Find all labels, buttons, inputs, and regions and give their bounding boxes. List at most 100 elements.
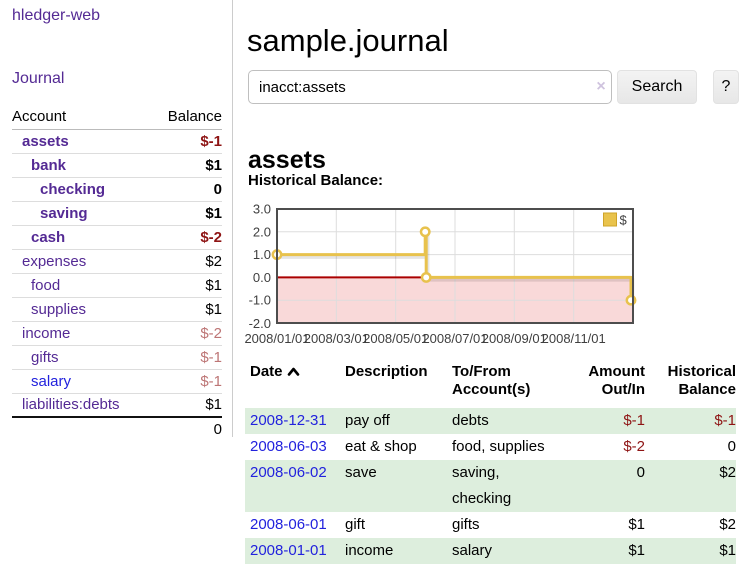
account-link-expenses[interactable]: expenses — [22, 252, 87, 270]
account-link-assets[interactable]: assets — [22, 132, 69, 150]
account-balance: $-2 — [151, 225, 222, 250]
transaction-description: save — [345, 464, 377, 481]
transaction-amount: $1 — [628, 542, 645, 559]
transaction-amount: $1 — [628, 516, 645, 533]
account-balance: $2 — [151, 249, 222, 274]
account-link-salary[interactable]: salary — [31, 372, 72, 390]
account-heading: assets — [248, 145, 326, 174]
transaction-accounts: gifts — [452, 516, 480, 533]
sidebar: hledger-web Journal Account Balance asse… — [0, 0, 233, 438]
transaction-accounts: food, supplies — [452, 438, 545, 455]
account-balance: $1 — [151, 153, 222, 178]
search-input[interactable] — [248, 70, 612, 104]
amount-column-header: Amount Out/In — [588, 363, 645, 398]
transaction-balance: $2 — [719, 464, 736, 481]
page-title: sample.journal — [247, 22, 449, 58]
svg-text:2008/07/01: 2008/07/01 — [422, 331, 487, 346]
account-link-saving[interactable]: saving — [40, 204, 88, 222]
transaction-accounts: debts — [452, 412, 489, 429]
transaction-balance: $1 — [719, 542, 736, 559]
account-balance: $-1 — [151, 369, 222, 394]
account-balance: $1 — [151, 297, 222, 322]
account-balance: $-1 — [151, 345, 222, 370]
svg-text:2008/01/01: 2008/01/01 — [244, 331, 309, 346]
transaction-balance: 0 — [727, 438, 736, 455]
accounts-total-row: 0 — [12, 417, 222, 441]
transaction-row: 2008-12-31 pay off debts $-1 $-1 — [245, 408, 736, 434]
account-row-saving: saving $1 — [12, 201, 222, 226]
x-axis-ticks: 2008/01/01 2008/03/01 2008/05/01 2008/07… — [244, 331, 605, 346]
account-balance: $1 — [151, 393, 222, 418]
transaction-row: 2008-01-01 income salary $1 $1 — [245, 538, 736, 564]
data-point — [420, 271, 432, 283]
transaction-description: gift — [345, 516, 366, 533]
account-balance: $1 — [151, 201, 222, 226]
accounts-column-header: Account — [12, 104, 152, 130]
clear-search-icon[interactable]: × — [596, 78, 606, 95]
description-column-header: Description — [345, 363, 428, 380]
transaction-accounts: saving, checking — [452, 464, 512, 507]
account-row-salary: salary $-1 — [12, 369, 222, 394]
svg-text:2008/09/01: 2008/09/01 — [482, 331, 547, 346]
svg-text:2008/05/01: 2008/05/01 — [363, 331, 428, 346]
transaction-amount: $-2 — [623, 438, 645, 455]
account-link-cash[interactable]: cash — [31, 228, 66, 246]
account-balance: $1 — [151, 273, 222, 298]
accounts-column-header: To/From Account(s) — [452, 363, 531, 398]
data-point — [419, 226, 431, 238]
transaction-balance: $-1 — [714, 412, 736, 429]
transaction-date-link[interactable]: 2008-06-01 — [250, 516, 327, 533]
balance-column-header: Historical Balance — [667, 363, 736, 398]
account-row-expenses: expenses $2 — [12, 249, 222, 274]
account-link-gifts[interactable]: gifts — [31, 348, 59, 366]
account-row-assets: assets $-1 — [12, 129, 222, 154]
transaction-date-link[interactable]: 2008-06-02 — [250, 464, 327, 481]
account-row-gifts: gifts $-1 — [12, 345, 222, 370]
app-title-link[interactable]: hledger-web — [12, 7, 101, 24]
date-column-header[interactable]: Date — [245, 361, 345, 408]
transaction-description: pay off — [345, 412, 390, 429]
account-row-cash: cash $-2 — [12, 225, 222, 250]
search-bar: × Search ? — [248, 70, 742, 104]
account-link-checking[interactable]: checking — [40, 180, 106, 198]
account-link-supplies[interactable]: supplies — [31, 300, 87, 318]
sort-ascending-icon — [287, 367, 299, 376]
legend-label: $ — [620, 213, 628, 228]
accounts-balance-table: Account Balance assets $-1 bank $1 check… — [12, 104, 222, 441]
account-link-liabilities-debts[interactable]: liabilities:debts — [22, 396, 120, 414]
svg-text:-2.0: -2.0 — [249, 316, 271, 331]
account-row-checking: checking 0 — [12, 177, 222, 202]
transaction-date-link[interactable]: 2008-06-03 — [250, 438, 327, 455]
transaction-row: 2008-06-01 gift gifts $1 $2 — [245, 512, 736, 538]
help-button[interactable]: ? — [713, 70, 739, 104]
transaction-balance: $2 — [719, 516, 736, 533]
transaction-description: income — [345, 542, 394, 559]
svg-text:-1.0: -1.0 — [249, 293, 271, 308]
transaction-date-link[interactable]: 2008-12-31 — [250, 412, 327, 429]
account-balance: $-1 — [151, 129, 222, 154]
register-header-row: Date Description To/From Account(s) Amou… — [245, 361, 736, 408]
account-row-supplies: supplies $1 — [12, 297, 222, 322]
sidebar-item-journal[interactable]: Journal — [12, 70, 65, 87]
svg-text:2.0: 2.0 — [253, 224, 271, 239]
plot-border — [276, 208, 634, 324]
svg-text:2008/11/01: 2008/11/01 — [542, 331, 606, 346]
account-link-bank[interactable]: bank — [31, 156, 67, 174]
register-table: Date Description To/From Account(s) Amou… — [245, 361, 736, 564]
historical-balance-chart: $ 3.0 2.0 1.0 0.0 -1.0 -2.0 2008/01/01 2… — [244, 202, 637, 346]
legend-swatch-icon — [603, 212, 617, 227]
account-row-liabilities-debts: liabilities:debts $1 — [12, 393, 222, 418]
transaction-description: eat & shop — [345, 438, 417, 455]
transaction-row: 2008-06-02 save saving, checking 0 $2 — [245, 460, 736, 512]
account-link-food[interactable]: food — [31, 276, 61, 294]
transaction-accounts: salary — [452, 542, 493, 559]
account-link-income[interactable]: income — [22, 324, 71, 342]
account-balance: $-2 — [151, 321, 222, 346]
transaction-date-link[interactable]: 2008-01-01 — [250, 542, 327, 559]
transaction-amount: $-1 — [623, 412, 645, 429]
account-row-bank: bank $1 — [12, 153, 222, 178]
svg-text:3.0: 3.0 — [253, 202, 271, 217]
account-row-income: income $-2 — [12, 321, 222, 346]
chart-legend: $ — [601, 211, 632, 229]
search-button[interactable]: Search — [617, 70, 697, 104]
